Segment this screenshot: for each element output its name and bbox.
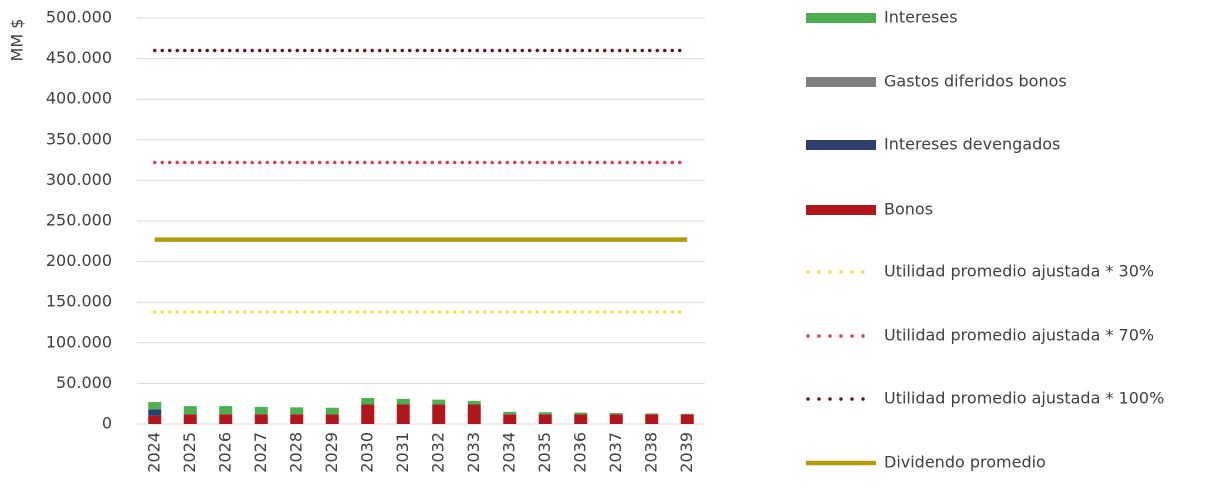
x-tick-label: 2025 xyxy=(180,432,199,473)
y-tick-label: 100.000 xyxy=(46,332,112,351)
bar xyxy=(219,406,233,415)
legend-label: Utilidad promedio ajustada * 70% xyxy=(884,326,1154,345)
legend-swatch xyxy=(806,13,876,23)
bar xyxy=(183,414,197,424)
x-tick-label: 2024 xyxy=(144,432,163,473)
x-tick-label: 2028 xyxy=(286,432,305,473)
bar xyxy=(148,415,162,424)
legend-label: Dividendo promedio xyxy=(884,453,1046,472)
y-tick-label: 400.000 xyxy=(46,89,112,108)
legend-label: Intereses devengados xyxy=(884,135,1060,154)
bar xyxy=(432,399,446,405)
bar xyxy=(432,404,446,424)
bar xyxy=(609,413,623,415)
bar xyxy=(503,411,517,415)
bar xyxy=(609,414,623,424)
legend-label: Bonos xyxy=(884,200,933,219)
x-tick-label: 2033 xyxy=(464,432,483,473)
y-tick-label: 250.000 xyxy=(46,211,112,230)
bar xyxy=(254,414,268,424)
bar xyxy=(148,409,162,416)
bar xyxy=(290,414,304,424)
bar xyxy=(538,414,552,424)
bar xyxy=(574,412,588,415)
x-tick-label: 2029 xyxy=(322,432,341,473)
bar xyxy=(396,398,410,405)
x-tick-label: 2031 xyxy=(393,432,412,473)
y-tick-label: 450.000 xyxy=(46,48,112,67)
bar xyxy=(361,398,375,405)
x-tick-label: 2032 xyxy=(428,432,447,473)
bar xyxy=(219,414,233,424)
bar xyxy=(148,402,162,410)
x-tick-label: 2026 xyxy=(215,432,234,473)
legend-swatch xyxy=(806,140,876,150)
legend-swatch xyxy=(806,205,876,215)
x-tick-label: 2035 xyxy=(535,432,554,473)
bar xyxy=(325,414,339,424)
y-tick-label: 150.000 xyxy=(46,292,112,311)
legend-label: Intereses xyxy=(884,8,958,27)
bar xyxy=(538,412,552,415)
legend-label: Gastos diferidos bonos xyxy=(884,72,1067,91)
bar xyxy=(467,404,481,424)
y-tick-label: 350.000 xyxy=(46,129,112,148)
bar xyxy=(290,407,304,415)
legend-swatch xyxy=(806,77,876,87)
bar xyxy=(325,407,339,415)
bar xyxy=(254,406,268,415)
legend-label: Utilidad promedio ajustada * 100% xyxy=(884,389,1164,408)
bar xyxy=(680,414,694,424)
x-tick-label: 2037 xyxy=(606,432,625,473)
y-tick-label: 300.000 xyxy=(46,170,112,189)
bar xyxy=(361,404,375,424)
x-tick-label: 2030 xyxy=(357,432,376,473)
y-tick-label: 50.000 xyxy=(56,373,112,392)
bar xyxy=(396,404,410,424)
y-tick-label: 500.000 xyxy=(46,8,112,27)
y-tick-label: 0 xyxy=(102,414,112,433)
x-tick-label: 2027 xyxy=(251,432,270,473)
x-tick-label: 2034 xyxy=(499,432,518,473)
x-tick-label: 2036 xyxy=(570,432,589,473)
legend-label: Utilidad promedio ajustada * 30% xyxy=(884,262,1154,281)
bar xyxy=(645,413,659,415)
bar xyxy=(574,414,588,424)
bar xyxy=(467,400,481,405)
x-tick-label: 2039 xyxy=(677,432,696,473)
y-tick-label: 200.000 xyxy=(46,251,112,270)
bar xyxy=(183,406,197,415)
y-axis-label: MM $ xyxy=(8,19,27,62)
x-tick-label: 2038 xyxy=(641,432,660,473)
bar xyxy=(645,414,659,424)
bar xyxy=(503,414,517,424)
